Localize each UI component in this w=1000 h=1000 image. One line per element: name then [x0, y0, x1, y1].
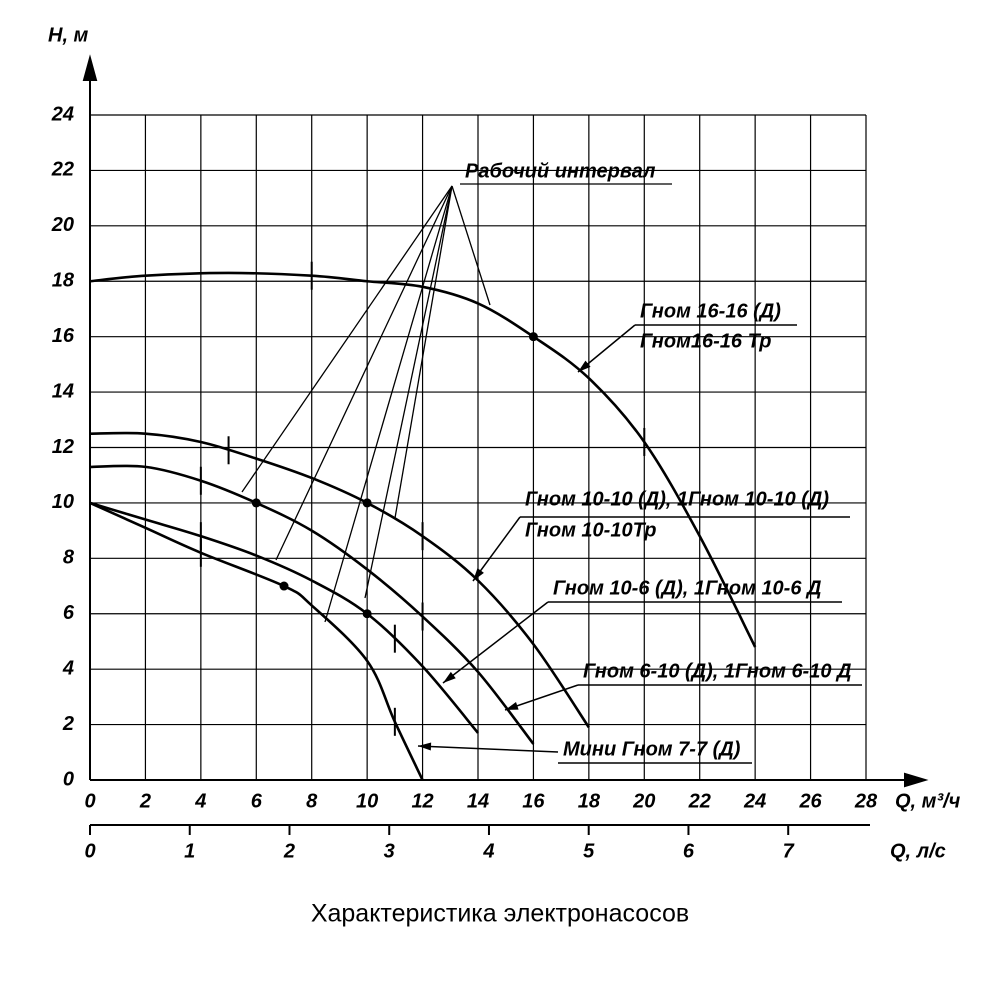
x2-tick-label: 4 — [482, 840, 494, 862]
x2-tick-label: 2 — [283, 840, 295, 862]
y-tick-label: 4 — [62, 657, 74, 679]
label-pointer — [472, 516, 521, 582]
x-tick-label: 16 — [522, 790, 545, 812]
y-axis-title: H, м — [48, 24, 89, 46]
curve — [89, 271, 757, 648]
series-label: Мини Гном 7-7 (Д) — [563, 738, 741, 760]
working-point — [528, 332, 538, 342]
series-label: Гном 10-10 (Д), 1Гном 10-10 (Д) — [525, 488, 829, 510]
arrowhead — [418, 742, 432, 751]
x-tick-label: 6 — [251, 790, 263, 812]
annotation-leaders — [241, 183, 672, 623]
x2-tick-label: 7 — [783, 840, 795, 862]
curve — [89, 501, 424, 781]
arrowhead — [443, 671, 456, 683]
x-tick-label: 10 — [356, 790, 378, 812]
series-label: Гном 16-16 (Д) — [640, 300, 781, 322]
x-tick-label: 20 — [632, 790, 655, 812]
y-tick-label: 14 — [52, 380, 74, 402]
curve — [89, 431, 590, 729]
x2-tick-label: 5 — [583, 840, 595, 862]
curve — [89, 501, 479, 734]
arrowhead — [578, 360, 591, 372]
x-tick-label: 14 — [467, 790, 489, 812]
x-tick-label: 4 — [194, 790, 206, 812]
y-tick-label: 2 — [62, 713, 74, 735]
chart-caption: Характеристика электронасосов — [311, 900, 689, 928]
label-pointer — [417, 745, 559, 753]
y-tick-label: 20 — [51, 214, 74, 236]
working-point — [251, 498, 261, 508]
y-tick-label: 8 — [63, 547, 75, 569]
label-pointer — [442, 601, 549, 684]
y-tick-label: 16 — [52, 325, 75, 347]
x2-tick-label: 6 — [683, 840, 695, 862]
y-tick-label: 0 — [63, 768, 74, 790]
y-tick-label: 12 — [52, 436, 74, 458]
y-tick-label: 24 — [51, 103, 74, 125]
x-tick-label: 22 — [688, 790, 711, 812]
x-tick-label: 24 — [743, 790, 766, 812]
x-tick-label: 2 — [139, 790, 151, 812]
curve — [89, 464, 535, 745]
x-tick-label: 18 — [578, 790, 601, 812]
x-axis-title: Q, м³/ч — [895, 790, 961, 812]
x-tick-label: 28 — [854, 790, 878, 812]
working-point — [362, 498, 372, 508]
series-label: Гном 10-10Тр — [525, 519, 657, 541]
y-tick-label: 10 — [52, 491, 74, 513]
y-tick-label: 22 — [51, 159, 74, 181]
arrowhead — [505, 702, 519, 710]
annotation: Рабочий интервал — [465, 160, 656, 182]
x2-tick-label: 1 — [184, 840, 195, 862]
x2-axis-title: Q, л/с — [890, 840, 946, 862]
x-tick-label: 12 — [411, 790, 433, 812]
arrowhead — [473, 568, 484, 581]
x-tick-label: 26 — [798, 790, 822, 812]
y-tick-label: 18 — [52, 270, 75, 292]
series-label: Гном 6-10 (Д), 1Гном 6-10 Д — [583, 660, 851, 682]
working-point — [279, 581, 289, 591]
x2-tick-label: 3 — [384, 840, 395, 862]
series-label: Гном16-16 Тр — [640, 330, 772, 352]
y-tick-label: 6 — [63, 602, 75, 624]
x2-tick-label: 0 — [84, 840, 95, 862]
series-label: Гном 10-6 (Д), 1Гном 10-6 Д — [553, 577, 821, 599]
working-point — [362, 609, 372, 619]
x-tick-label: 0 — [84, 790, 95, 812]
x-tick-label: 8 — [306, 790, 318, 812]
